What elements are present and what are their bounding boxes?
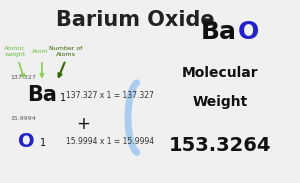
Text: 1: 1 xyxy=(60,93,66,103)
Text: 15.9994: 15.9994 xyxy=(11,116,37,121)
Text: Weight: Weight xyxy=(192,95,248,109)
Text: 137.327 x 1 = 137.327: 137.327 x 1 = 137.327 xyxy=(66,91,154,100)
Text: +: + xyxy=(76,115,90,133)
Text: Barium Oxide: Barium Oxide xyxy=(56,10,215,30)
Text: Atom: Atom xyxy=(32,49,49,54)
Text: Number of
Atoms: Number of Atoms xyxy=(49,46,82,57)
Text: 137.327: 137.327 xyxy=(11,75,37,80)
Text: O: O xyxy=(238,20,259,44)
Text: Molecular: Molecular xyxy=(182,66,258,81)
Text: O: O xyxy=(18,132,35,152)
Text: Ba: Ba xyxy=(201,20,237,44)
Text: Atomic
weight: Atomic weight xyxy=(4,46,26,57)
Text: 15.9994 x 1 = 15.9994: 15.9994 x 1 = 15.9994 xyxy=(66,137,154,146)
Text: Ba: Ba xyxy=(27,85,57,105)
Text: 153.3264: 153.3264 xyxy=(169,136,271,155)
Text: 1: 1 xyxy=(40,138,46,148)
